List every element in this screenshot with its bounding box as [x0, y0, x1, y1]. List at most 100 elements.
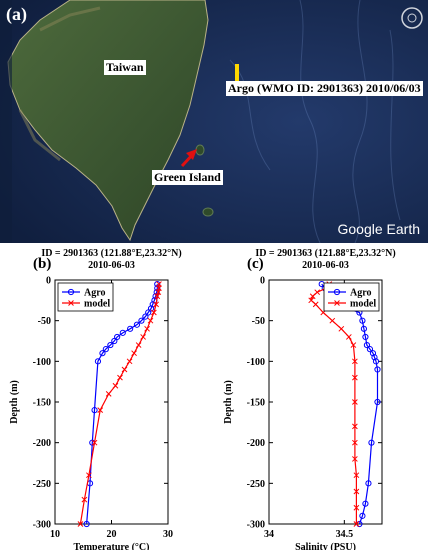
- data-point-model: [353, 472, 360, 479]
- x-tick-label: 34: [264, 529, 274, 540]
- data-point-model: [352, 423, 358, 430]
- series-line-Agro: [321, 283, 379, 525]
- data-point-model: [352, 374, 358, 381]
- data-point-model: [350, 342, 357, 348]
- data-point-Agro: [371, 354, 378, 361]
- taiwan-label: Taiwan: [104, 60, 146, 75]
- data-point-model: [352, 456, 358, 462]
- data-point-model: [352, 439, 358, 446]
- data-point-Agro: [369, 350, 377, 357]
- data-point-Agro: [102, 346, 109, 353]
- y-tick-label: -250: [33, 479, 51, 490]
- y-tick-label: -150: [33, 398, 51, 409]
- data-point-Agro: [94, 358, 102, 365]
- x-tick-label: 20: [107, 529, 117, 540]
- y-tick-label: 0: [46, 276, 51, 287]
- legend-marker-model: [334, 300, 340, 306]
- data-point-model: [345, 334, 352, 340]
- data-point-Agro: [119, 329, 126, 336]
- plot-frame: [268, 279, 383, 525]
- data-point-Agro: [111, 337, 118, 345]
- legend-label-model: model: [84, 299, 110, 310]
- data-point-model: [153, 301, 159, 308]
- orchid-island-shape: [202, 207, 214, 217]
- y-tick-label: -200: [33, 438, 51, 449]
- data-point-model: [155, 289, 162, 296]
- x-axis-label: Salinity (PSU): [295, 542, 356, 550]
- data-point-model: [97, 407, 104, 413]
- data-point-model: [131, 350, 137, 357]
- plot-frame: [54, 279, 169, 525]
- legend-marker-model: [68, 300, 74, 306]
- data-point-model: [353, 504, 360, 511]
- x-tick-label: 30: [163, 529, 173, 540]
- data-point-Agro: [152, 293, 159, 300]
- data-point-model: [135, 342, 142, 348]
- y-axis-label: Depth (m): [9, 380, 20, 424]
- legend-box: [323, 282, 380, 312]
- green-island-shape: [195, 144, 205, 156]
- data-point-model: [309, 293, 316, 300]
- data-point-model: [308, 297, 315, 304]
- data-point-Agro: [147, 305, 155, 312]
- green-island-label: Green Island: [152, 170, 223, 185]
- argo-marker: [235, 64, 239, 86]
- data-point-Agro: [359, 317, 366, 324]
- data-point-Agro: [368, 439, 375, 446]
- data-point-model: [353, 488, 360, 495]
- data-point-model: [77, 521, 84, 527]
- panel-label: (b): [33, 256, 51, 272]
- data-point-Agro: [374, 366, 381, 373]
- x-axis-label: Temperature (°C): [74, 542, 150, 550]
- data-point-model: [117, 374, 123, 381]
- data-point-model: [112, 382, 119, 389]
- data-point-Agro: [362, 333, 369, 341]
- series-line-model: [310, 283, 357, 524]
- panel-label: (c): [247, 256, 264, 272]
- data-point-Agro: [107, 341, 114, 349]
- chart-b: (b)ID = 2901363 (121.88°E,23.32°N)2010-0…: [9, 248, 182, 550]
- data-point-model: [105, 391, 112, 397]
- chart-title: ID = 2901363 (121.88°E,23.32°N): [41, 248, 181, 259]
- data-point-model: [352, 399, 358, 405]
- data-point-Agro: [142, 313, 149, 320]
- y-tick-label: -100: [247, 357, 265, 368]
- series-line-model: [79, 284, 160, 525]
- x-tick-label: 34.5: [336, 529, 354, 540]
- data-point-Agro: [83, 520, 90, 528]
- data-point-model: [144, 325, 150, 332]
- data-point-model: [81, 496, 88, 503]
- y-tick-label: -150: [247, 398, 265, 409]
- x-tick-label: 10: [50, 529, 60, 540]
- y-tick-label: -50: [38, 316, 51, 327]
- data-point-model: [151, 309, 157, 316]
- data-point-Agro: [127, 325, 134, 332]
- data-point-model: [91, 439, 98, 446]
- data-point-Agro: [99, 350, 106, 357]
- data-point-Agro: [114, 333, 121, 341]
- data-point-model: [156, 281, 162, 287]
- y-tick-label: -200: [247, 438, 265, 449]
- panel-label-a: (a): [6, 4, 27, 24]
- chart-title: ID = 2901363 (121.88°E,23.32°N): [255, 248, 395, 259]
- data-point-model: [314, 289, 321, 296]
- data-point-Agro: [366, 346, 374, 353]
- data-point-model: [154, 293, 161, 300]
- legend-label-model: model: [350, 299, 376, 310]
- argo-label: Argo (WMO ID: 2901363) 2010/06/03: [226, 81, 423, 96]
- data-point-model: [338, 325, 345, 332]
- chart-c: (c)ID = 2901363 (121.88°E,23.32°N)2010-0…: [223, 248, 396, 550]
- legend-box: [57, 282, 114, 312]
- data-point-Agro: [362, 500, 369, 507]
- y-axis-label: Depth (m): [223, 380, 234, 424]
- data-point-Agro: [91, 407, 98, 414]
- legend-marker-Agro: [333, 288, 341, 296]
- y-tick-label: -300: [33, 520, 51, 531]
- data-point-Agro: [138, 317, 145, 324]
- map-image: [0, 0, 428, 243]
- y-tick-label: -300: [247, 520, 265, 531]
- chart-subtitle: 2010-06-03: [302, 260, 349, 271]
- data-point-Agro: [145, 309, 152, 316]
- data-point-Agro: [365, 480, 372, 487]
- google-earth-watermark: Google Earth: [337, 221, 421, 237]
